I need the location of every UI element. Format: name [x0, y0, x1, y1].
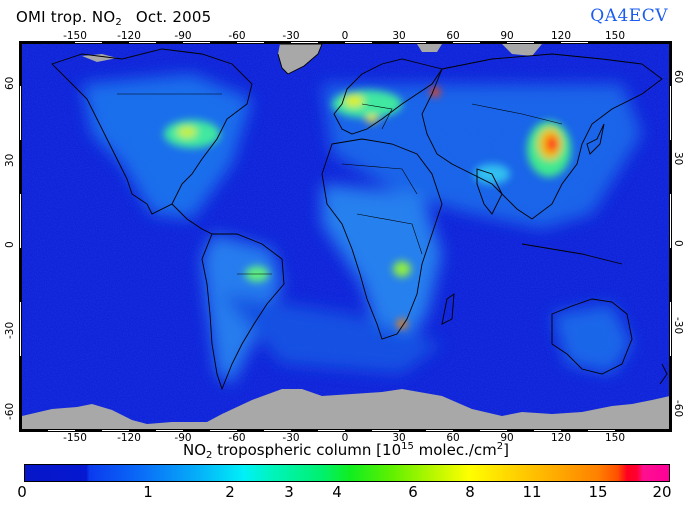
country-borders [117, 93, 563, 275]
lon-tick: -60 [228, 30, 246, 42]
lat-tick: 30 [672, 152, 684, 166]
lat-tick: -30 [672, 317, 684, 335]
lon-tick: -120 [117, 432, 141, 444]
lon-tick: 0 [341, 30, 349, 42]
lon-tick: -30 [282, 30, 300, 42]
lon-tick: -90 [174, 30, 192, 42]
colorbar-label: NO2 tropospheric column [1015 molec./cm2… [183, 441, 509, 461]
lon-tick: 90 [500, 30, 514, 42]
lon-tick: 30 [392, 432, 406, 444]
lon-tick: 60 [446, 432, 460, 444]
lat-tick: -60 [672, 400, 684, 418]
colorbar-tick: 3 [284, 483, 294, 501]
title-date: Oct. 2005 [135, 8, 212, 26]
title-subscript: 2 [115, 17, 122, 28]
brand-logo: QA4ECV [590, 6, 668, 26]
background-no2-layer [82, 74, 642, 384]
lat-tick: -30 [4, 321, 16, 339]
lon-tick: 120 [550, 30, 572, 42]
lat-tick: 0 [672, 240, 684, 247]
lon-tick: 30 [392, 30, 406, 42]
lon-tick: -30 [282, 432, 300, 444]
title-text: OMI trop. NO [16, 8, 116, 26]
lon-tick: 0 [341, 432, 349, 444]
lon-tick: 150 [604, 432, 626, 444]
lon-tick: 120 [550, 432, 572, 444]
lat-tick: 60 [4, 76, 16, 90]
world-map-svg [22, 44, 670, 431]
lat-tick: 30 [4, 153, 16, 167]
colorbar-tick: 0 [17, 483, 27, 501]
lon-tick: -60 [228, 432, 246, 444]
colorbar-tick: 1 [143, 483, 153, 501]
lon-tick: -120 [117, 30, 141, 42]
colorbar-tick: 4 [332, 483, 342, 501]
colorbar-tick: 15 [588, 483, 608, 501]
lon-tick: 150 [604, 30, 626, 42]
coastlines [51, 44, 668, 391]
colorbar [24, 464, 670, 482]
colorbar-tick: 11 [522, 483, 542, 501]
colorbar-tick: 2 [225, 483, 235, 501]
colorbar-tick: 8 [465, 483, 475, 501]
lat-tick: 0 [4, 241, 16, 248]
map-title: OMI trop. NO2 Oct. 2005 [16, 8, 211, 28]
lon-tick: -90 [174, 432, 192, 444]
frame-bottom-bar [21, 429, 671, 432]
no2-map [21, 43, 671, 432]
lon-tick: -150 [63, 432, 87, 444]
lat-tick: -60 [4, 402, 16, 420]
lon-tick: -150 [63, 30, 87, 42]
colorbar-tick: 6 [408, 483, 418, 501]
colorbar-tick: 20 [652, 483, 672, 501]
lon-tick: 60 [446, 30, 460, 42]
no-data-regions [22, 44, 670, 431]
lat-tick: 60 [672, 70, 684, 84]
lon-tick: 90 [500, 432, 514, 444]
